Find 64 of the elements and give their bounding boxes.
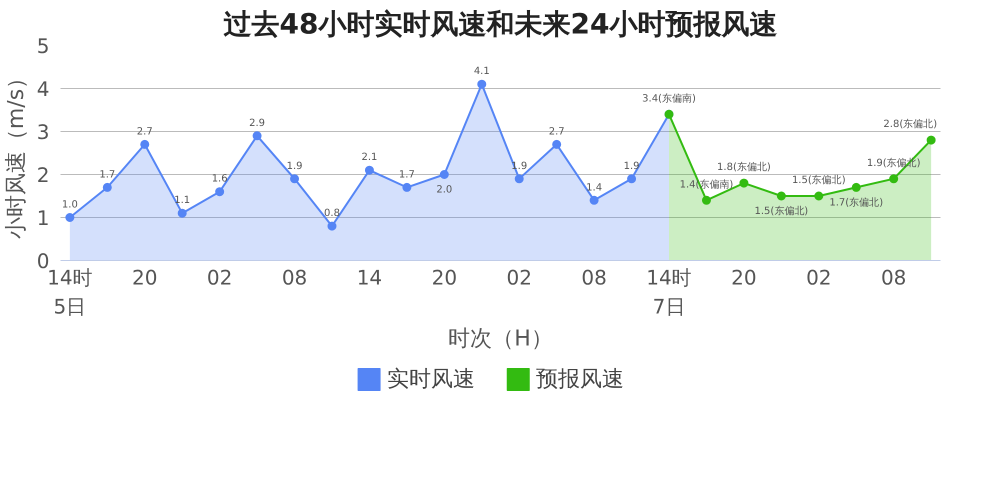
x-tick-label: 20 [432,266,458,290]
point [889,174,898,184]
point [739,178,748,188]
legend-label: 预报风速 [536,367,624,392]
point [852,182,861,192]
x-tick-label: 02 [806,266,832,290]
data-label: 2.1 [361,152,378,164]
data-label: 1.0 [62,200,78,210]
data-label: 2.7 [136,126,153,138]
point [327,222,336,231]
point [440,170,449,179]
chart-title: 过去48小时实时风速和未来24小时预报风速 [222,8,778,40]
point [290,174,300,184]
data-label: 1.7 [398,169,415,180]
data-label: 1.6 [212,174,228,185]
x-tick-label: 14时 7日 [646,266,692,318]
y-tick-label: 0 [36,249,50,273]
x-tick-label: 08 [880,266,906,290]
y-tick-label: 2 [36,163,50,187]
point [477,80,486,89]
data-label: 1.5(东偏北) [792,174,846,186]
x-tick-label: 20 [731,266,757,290]
data-label: 3.4(东偏南) [642,92,696,104]
point [364,166,374,175]
point [702,196,711,205]
data-label: 1.9 [286,160,302,172]
x-axis-title: 时次（H） [448,326,553,352]
data-label: 1.7 [99,169,116,180]
data-label: 2.7 [548,126,565,138]
point [590,196,599,205]
point [178,208,187,218]
point [65,213,74,222]
data-label: 1.5(东偏北) [754,205,808,217]
x-tick-label: 08 [581,266,607,290]
data-label: 0.8 [324,208,340,220]
x-tick-label: 02 [206,266,232,290]
legend-label: 实时风速 [386,367,475,392]
point [102,182,112,192]
y-tick-label: 4 [36,77,50,101]
point [402,182,412,192]
x-tick-label: 20 [132,266,158,290]
data-label: 4.1 [474,66,490,78]
x-tick-label: 14 [356,266,382,290]
y-axis-title: 小时风速（m/s） [4,66,29,240]
point [552,140,562,149]
point [776,192,786,200]
data-label: 1.8(东偏北) [717,161,771,174]
x-tick-label: 14时 5日 [47,266,93,318]
data-label: 2.9 [249,118,266,129]
x-tick-label: 08 [282,266,308,290]
data-label: 2.0 [436,184,452,196]
y-tick-label: 3 [36,120,50,144]
point [926,136,936,145]
y-tick-label: 1 [36,206,50,230]
data-label: 1.4 [586,182,602,194]
point [140,140,150,149]
point [627,174,636,184]
point [215,187,224,196]
point [514,174,524,184]
data-label: 1.7(东偏北) [829,196,884,208]
data-label: 2.8(东偏北) [883,118,938,130]
x-tick-label: 02 [506,266,532,290]
y-tick-label: 5 [36,34,50,58]
point [814,192,824,200]
